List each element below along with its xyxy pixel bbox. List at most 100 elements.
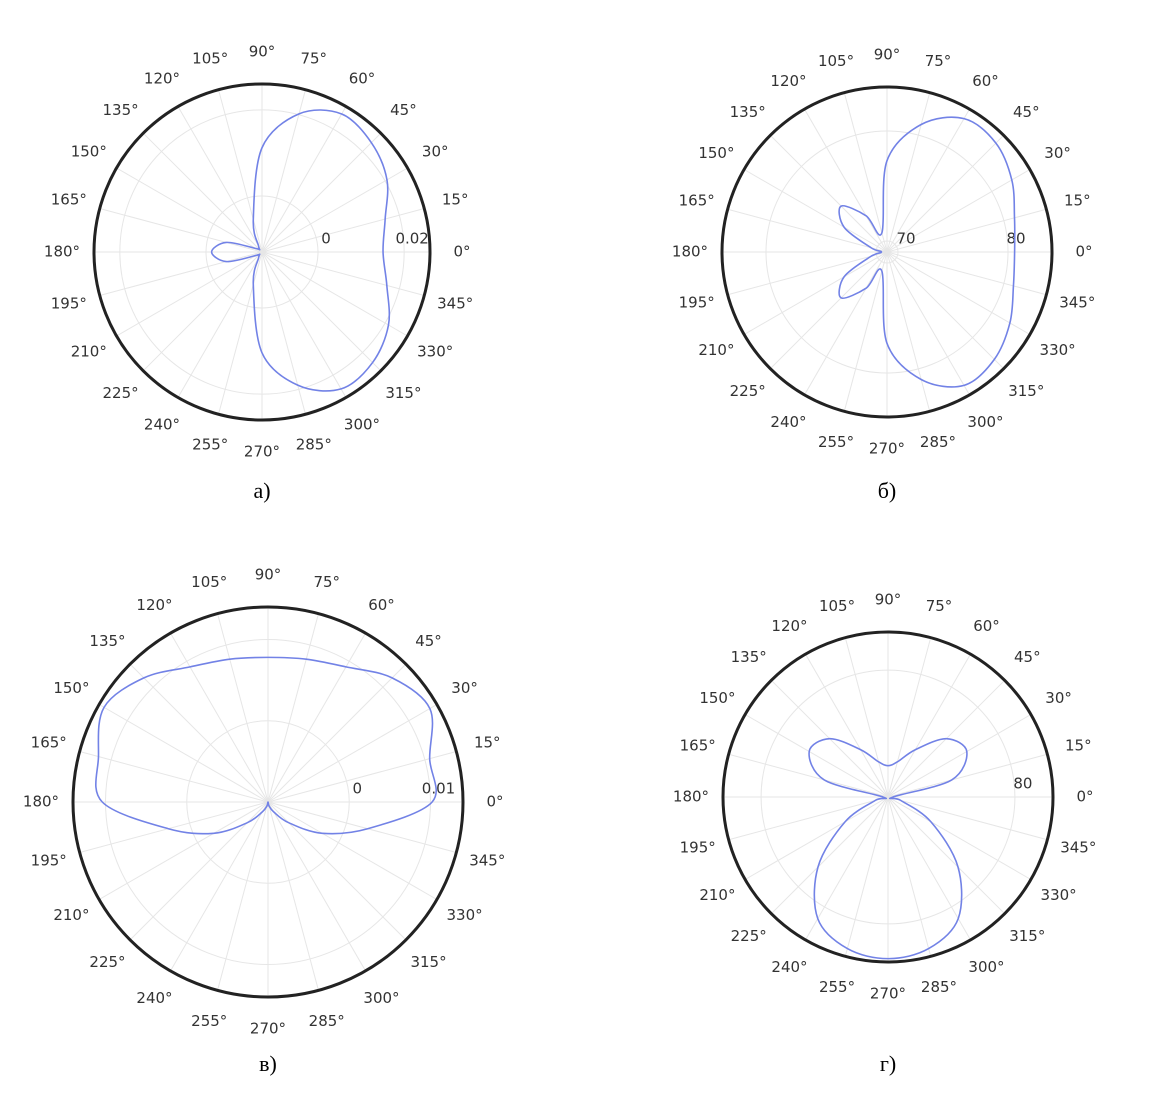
- angle-label: 315°: [1009, 927, 1045, 945]
- pattern-curve: [95, 656, 437, 835]
- angle-label: 105°: [818, 52, 854, 70]
- spoke: [886, 92, 931, 253]
- angle-label: 225°: [731, 927, 767, 945]
- caption: в): [259, 1051, 277, 1076]
- spoke: [743, 251, 888, 335]
- spoke: [142, 132, 263, 253]
- angle-label: 330°: [417, 343, 453, 361]
- spoke: [886, 134, 1005, 253]
- radial-tick-label: 70: [896, 230, 915, 248]
- angle-label: 0°: [486, 793, 503, 811]
- spoke: [98, 801, 269, 900]
- angle-label: 105°: [819, 597, 855, 615]
- angle-label: 330°: [1041, 886, 1077, 904]
- spoke: [843, 92, 888, 253]
- angle-label: 240°: [136, 989, 172, 1007]
- angle-label: 90°: [874, 46, 901, 64]
- outer-circle: [92, 82, 432, 422]
- angle-label: 165°: [51, 191, 87, 209]
- angle-label: 120°: [771, 617, 807, 635]
- spoke: [886, 108, 970, 253]
- polar-panel: 0°15°30°45°60°75°90°105°120°135°150°165°…: [672, 46, 1095, 504]
- spoke: [886, 251, 970, 396]
- spoke: [261, 251, 408, 337]
- spoke: [177, 106, 263, 253]
- spoke: [886, 251, 1005, 370]
- pattern-curve: [838, 116, 1016, 388]
- spoke: [142, 251, 263, 372]
- outer-circle: [720, 85, 1054, 419]
- outer-circle: [721, 630, 1055, 964]
- spoke: [805, 796, 889, 941]
- spoke: [116, 167, 263, 253]
- spoke: [261, 251, 382, 372]
- spoke: [887, 796, 1048, 841]
- spoke: [261, 251, 425, 296]
- spoke: [887, 796, 1032, 880]
- angle-label: 300°: [344, 416, 380, 434]
- spoke: [218, 89, 263, 253]
- radial-tick-label: 80: [1013, 775, 1032, 793]
- angle-label: 120°: [770, 72, 806, 90]
- angle-label: 120°: [144, 69, 180, 87]
- angle-label: 240°: [770, 413, 806, 431]
- angle-label: 315°: [410, 953, 446, 971]
- spoke: [99, 208, 263, 253]
- angle-label: 135°: [730, 103, 766, 121]
- angle-label: 240°: [144, 416, 180, 434]
- spoke: [886, 251, 1047, 296]
- caption: г): [880, 1051, 896, 1076]
- caption: б): [878, 478, 897, 503]
- spoke: [727, 251, 888, 296]
- angle-label: 180°: [23, 793, 59, 811]
- angle-label: 15°: [474, 734, 501, 752]
- spoke: [770, 796, 889, 915]
- angle-label: 15°: [1064, 192, 1091, 210]
- radial-tick-label: 80: [1006, 230, 1025, 248]
- angle-label: 45°: [390, 101, 417, 119]
- spoke: [261, 106, 347, 253]
- angle-label: 270°: [870, 985, 906, 1003]
- spoke: [261, 251, 347, 398]
- angle-label: 165°: [680, 737, 716, 755]
- angle-label: 0°: [1075, 243, 1092, 261]
- angle-label: 180°: [673, 788, 709, 806]
- angle-label: 105°: [192, 49, 228, 67]
- grid-circle: [875, 240, 899, 264]
- angle-label: 90°: [255, 566, 282, 584]
- pattern-curve: [808, 737, 968, 960]
- spoke: [804, 108, 888, 253]
- spoke: [116, 251, 263, 337]
- angle-label: 255°: [819, 978, 855, 996]
- spoke: [267, 632, 366, 803]
- angle-label: 240°: [771, 958, 807, 976]
- spoke: [887, 796, 1006, 915]
- spoke: [886, 208, 1047, 253]
- angle-label: 15°: [1065, 737, 1092, 755]
- angle-label: 30°: [1044, 144, 1071, 162]
- angle-label: 285°: [921, 978, 957, 996]
- spoke: [887, 653, 971, 798]
- angle-label: 300°: [968, 958, 1004, 976]
- spoke: [844, 796, 889, 957]
- angle-label: 135°: [731, 648, 767, 666]
- angle-label: 75°: [313, 573, 340, 591]
- spoke: [267, 801, 438, 900]
- angle-label: 45°: [1013, 103, 1040, 121]
- spoke: [98, 704, 269, 803]
- spoke: [170, 801, 269, 972]
- angle-label: 255°: [191, 1012, 227, 1030]
- spoke: [261, 251, 306, 415]
- angle-label: 210°: [53, 906, 89, 924]
- angle-label: 270°: [869, 440, 905, 458]
- angle-label: 0°: [453, 243, 470, 261]
- angle-label: 0°: [1076, 788, 1093, 806]
- grid-circle: [765, 130, 1009, 374]
- angle-label: 150°: [53, 679, 89, 697]
- polar-panel: 0°15°30°45°60°75°90°105°120°135°150°165°…: [44, 43, 473, 504]
- angle-label: 165°: [31, 734, 67, 752]
- angle-label: 195°: [679, 293, 715, 311]
- angle-label: 345°: [437, 294, 473, 312]
- grid-circle: [760, 669, 1016, 925]
- angle-label: 270°: [250, 1020, 286, 1038]
